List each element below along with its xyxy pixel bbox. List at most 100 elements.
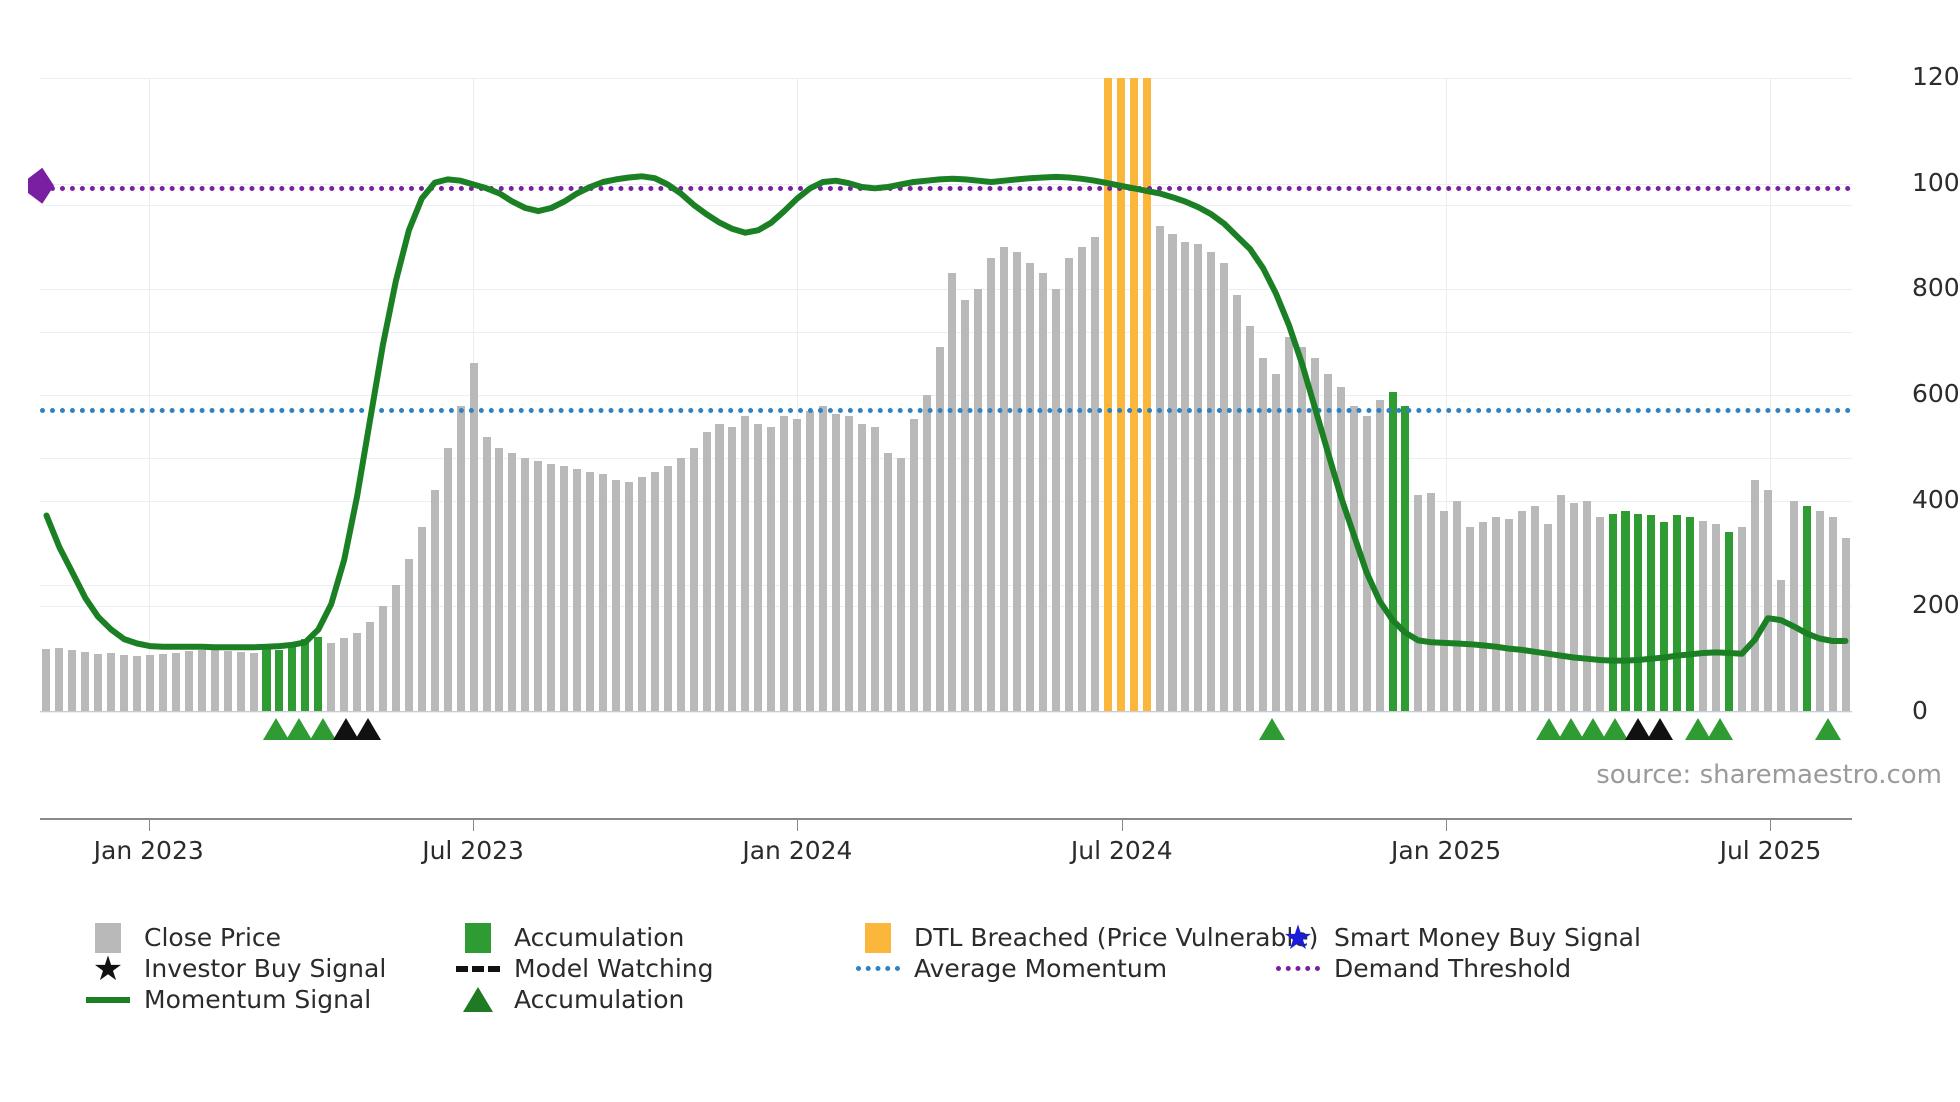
gridline xyxy=(40,331,1852,333)
plot-inner xyxy=(28,78,1852,713)
momentum-signal-line xyxy=(43,173,1849,664)
bar-accumulation xyxy=(1647,515,1656,712)
legend-label: Average Momentum xyxy=(914,954,1168,983)
bar-close-price xyxy=(42,648,51,712)
legend-item[interactable]: Model Watching xyxy=(456,953,714,984)
bar-close-price xyxy=(1712,524,1721,712)
bar-close-price xyxy=(133,656,142,712)
bar-close-price xyxy=(508,453,517,712)
bar-close-price xyxy=(1039,273,1048,712)
dotted-line-swatch-icon xyxy=(856,966,900,971)
bar-close-price xyxy=(1052,289,1061,712)
legend-item[interactable]: Average Momentum xyxy=(856,953,1167,984)
bar-close-price xyxy=(146,654,155,712)
bar-close-price xyxy=(521,458,530,712)
bar-close-price xyxy=(767,426,776,712)
bar-close-price xyxy=(935,347,944,712)
vertical-gridline xyxy=(148,78,150,712)
bar-close-price xyxy=(378,606,387,712)
bar-close-price xyxy=(81,651,90,712)
x-axis-tick-label: Jan 2025 xyxy=(1391,836,1502,865)
bar-close-price xyxy=(1090,236,1099,712)
bar-close-price xyxy=(844,416,853,712)
bar-close-price xyxy=(728,426,737,712)
bar-dtl-breached-price xyxy=(1103,183,1112,712)
legend-label: Accumulation xyxy=(514,923,685,952)
x-axis-tick xyxy=(1770,818,1772,831)
bar-close-price xyxy=(1168,233,1177,712)
bar-close-price xyxy=(1336,387,1345,712)
bar-close-price xyxy=(637,476,646,712)
bar-close-price xyxy=(1310,358,1319,712)
bar-close-price xyxy=(391,585,400,712)
dotted-line-swatch-icon xyxy=(1276,966,1320,971)
average-momentum-line xyxy=(40,407,1852,413)
vertical-gridline xyxy=(1446,78,1448,712)
accumulation-marker-icon xyxy=(1259,718,1286,740)
bar-close-price xyxy=(948,273,957,712)
legend-item[interactable]: DTL Breached (Price Vulnerable) xyxy=(856,922,1318,953)
legend-item[interactable]: ★ Smart Money Buy Signal xyxy=(1276,921,1641,955)
y-axis-right-tick-label: 200 xyxy=(1912,590,1960,620)
bar-close-price xyxy=(1750,479,1759,712)
y-axis-right-tick-label: 400 xyxy=(1912,484,1960,514)
bar-close-price xyxy=(120,654,129,712)
accumulation-marker-icon xyxy=(1558,718,1585,740)
legend-item[interactable]: Demand Threshold xyxy=(1276,953,1571,984)
bar-close-price xyxy=(1815,511,1824,712)
x-axis-line xyxy=(40,818,1852,820)
legend-label: Investor Buy Signal xyxy=(144,954,387,983)
bar-close-price xyxy=(1181,241,1190,712)
bar-close-price xyxy=(1543,524,1552,712)
legend-item[interactable]: ★ Investor Buy Signal xyxy=(86,952,387,986)
bar-accumulation xyxy=(262,648,271,712)
square-swatch-icon xyxy=(86,922,130,953)
x-axis-tick xyxy=(797,818,799,831)
bar-close-price xyxy=(1453,500,1462,712)
bar-close-price xyxy=(327,643,336,712)
bar-close-price xyxy=(1530,505,1539,712)
investor-buy-marker-icon xyxy=(354,718,381,740)
bar-close-price xyxy=(909,418,918,712)
gridline xyxy=(40,606,1852,608)
legend-item[interactable]: Accumulation xyxy=(456,922,684,953)
legend-label: Demand Threshold xyxy=(1334,954,1572,983)
chart-legend: Close Price Accumulation DTL Breached (Pri… xyxy=(86,921,1936,1015)
bar-close-price xyxy=(223,650,232,712)
bar-close-price xyxy=(870,426,879,712)
investor-buy-marker-icon xyxy=(1625,718,1652,740)
bar-close-price xyxy=(1776,579,1785,712)
bar-close-price xyxy=(1828,516,1837,712)
vertical-gridline xyxy=(1770,78,1772,712)
legend-item[interactable]: Close Price xyxy=(86,922,281,953)
bar-close-price xyxy=(1492,516,1501,712)
bar-close-price xyxy=(806,410,815,712)
bar-close-price xyxy=(1505,519,1514,712)
bar-accumulation xyxy=(288,646,297,712)
bar-close-price xyxy=(1427,492,1436,712)
source-note: source: sharemaestro.com xyxy=(1596,760,1942,790)
bar-series-close-price xyxy=(40,78,1852,712)
bar-close-price xyxy=(1763,490,1772,712)
accumulation-marker-icon xyxy=(1579,718,1606,740)
bar-close-price xyxy=(158,653,167,712)
bar-accumulation xyxy=(1388,392,1397,712)
x-axis-tick-label: Jan 2024 xyxy=(742,836,853,865)
x-axis-tick-label: Jul 2025 xyxy=(1719,836,1822,865)
bar-close-price xyxy=(663,466,672,712)
legend-item[interactable]: Momentum Signal xyxy=(86,984,371,1015)
bar-close-price xyxy=(171,652,180,712)
bar-close-price xyxy=(1582,500,1591,712)
legend-item[interactable]: Accumulation xyxy=(456,984,684,1015)
bar-close-price xyxy=(1297,347,1306,712)
legend-label: Momentum Signal xyxy=(144,985,372,1014)
legend-label: Accumulation xyxy=(514,985,685,1014)
gridline xyxy=(40,78,1852,79)
bar-close-price xyxy=(1375,400,1384,712)
bar-close-price xyxy=(987,257,996,712)
bar-close-price xyxy=(482,437,491,712)
bar-close-price xyxy=(715,424,724,712)
y-axis-right-tick-label: 1000 xyxy=(1912,167,1960,197)
bar-close-price xyxy=(1259,358,1268,712)
